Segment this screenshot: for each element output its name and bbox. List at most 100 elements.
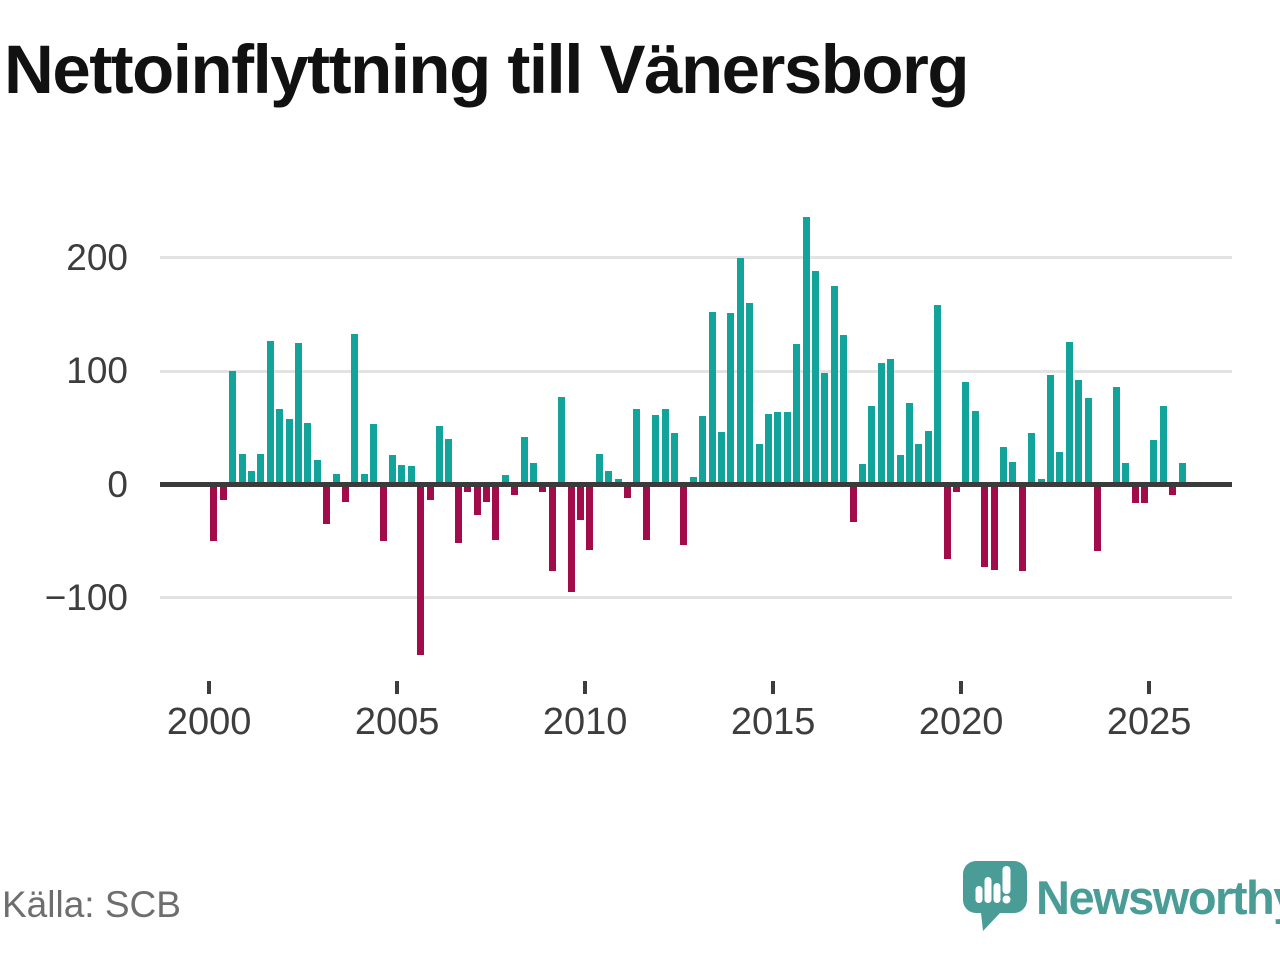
bar-positive [746, 303, 754, 485]
logo-exclamation-dot [1002, 895, 1011, 904]
bar-negative [342, 484, 349, 502]
bar-negative [642, 484, 650, 541]
bar-negative [426, 484, 434, 501]
x-tick-label: 2005 [354, 701, 440, 743]
bar-negative [680, 484, 688, 545]
bar-negative [990, 484, 998, 570]
bar-positive [398, 465, 406, 485]
bar-positive [1112, 387, 1120, 485]
bar-positive [530, 462, 537, 485]
bar-positive [652, 415, 660, 485]
bar-negative [323, 484, 331, 525]
bar-positive [1009, 461, 1017, 485]
bar-negative [539, 484, 547, 493]
bar-positive [1065, 341, 1073, 485]
bar-positive [736, 257, 744, 485]
bar-positive [351, 333, 359, 485]
bar-positive [774, 411, 782, 485]
bar-positive [313, 459, 321, 485]
bar-positive [934, 305, 942, 485]
bar-positive [436, 425, 443, 485]
bar-positive [708, 312, 716, 485]
x-axis-line [160, 481, 1232, 487]
bar-positive [257, 453, 265, 485]
bar-positive [821, 373, 829, 485]
bar-positive [360, 474, 368, 485]
bar-positive [370, 424, 378, 485]
x-tick-label: 2010 [542, 701, 628, 743]
gridline [160, 596, 1232, 600]
logo-exclamation-bar [1002, 866, 1011, 894]
logo-bar-3 [993, 883, 1001, 903]
bar-negative [1169, 484, 1177, 495]
bar-positive [304, 423, 312, 485]
bar-positive [671, 433, 678, 485]
x-tick [771, 681, 776, 694]
bar-positive [605, 470, 613, 485]
x-tick [207, 681, 212, 694]
bar-positive [718, 432, 725, 485]
chart-title: Nettoinflyttning till Vänersborg [4, 31, 970, 108]
x-tick-label: 2015 [730, 701, 816, 743]
bar-negative [548, 484, 556, 571]
bar-negative [483, 484, 490, 502]
bar-positive [1084, 398, 1092, 485]
source-text: Källa: SCB [2, 884, 181, 925]
bar-positive [1000, 447, 1007, 485]
bar-positive [1047, 374, 1054, 485]
x-tick-label: 2000 [166, 701, 252, 743]
bar-positive [962, 382, 970, 485]
bar-positive [558, 397, 566, 485]
bar-positive [229, 371, 237, 485]
bar-positive [896, 455, 904, 485]
bar-positive [887, 358, 895, 485]
bar-positive [633, 408, 641, 485]
newsworthy-pin-bar-chart-icon [963, 861, 1027, 931]
bar-negative [379, 484, 387, 542]
bar-negative [210, 484, 218, 542]
logo-bar-1 [975, 886, 983, 903]
bar-negative [849, 484, 857, 522]
bar-positive [445, 439, 453, 485]
bar-positive [520, 436, 528, 485]
x-tick [395, 681, 400, 694]
bar-positive [295, 342, 302, 485]
bar-positive [1056, 451, 1064, 485]
bar-positive [840, 334, 848, 485]
bar-positive [266, 340, 274, 485]
bar-positive [915, 443, 923, 485]
bar-positive [859, 464, 866, 485]
bar-negative [577, 484, 584, 520]
x-tick-label: 2020 [918, 701, 1004, 743]
x-tick [583, 681, 588, 694]
bar-positive [389, 455, 396, 485]
bar-positive [727, 313, 735, 485]
y-tick-label: −100 [44, 576, 128, 618]
bar-negative [473, 484, 481, 516]
logo-bar-2 [984, 877, 992, 903]
bar-positive [1122, 462, 1130, 485]
gridline [160, 256, 1232, 260]
bar-negative [492, 484, 500, 541]
bar-positive [1150, 440, 1158, 485]
bar-positive [595, 453, 603, 485]
bar-positive [802, 216, 810, 485]
bar-positive [1028, 433, 1036, 485]
bar-negative [1094, 484, 1101, 552]
x-tick [959, 681, 964, 694]
bar-positive [501, 475, 509, 485]
x-tick [1147, 681, 1152, 694]
bar-positive [285, 418, 293, 485]
bar-negative [464, 484, 472, 493]
newsworthy-logo: Newsworthy [960, 858, 1280, 938]
bar-negative [586, 484, 594, 551]
bar-positive [755, 443, 763, 485]
bar-positive [830, 286, 838, 485]
bar-positive [238, 453, 246, 485]
bar-negative [219, 484, 227, 501]
bar-negative [567, 484, 575, 593]
bar-negative [1131, 484, 1139, 503]
bar-positive [1178, 462, 1186, 485]
bar-positive [868, 406, 876, 485]
